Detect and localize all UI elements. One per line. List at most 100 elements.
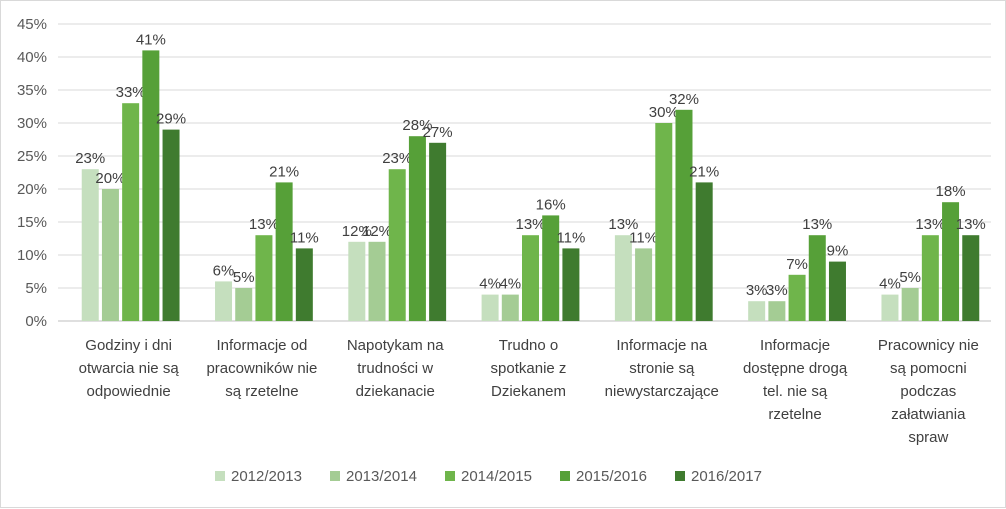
data-label: 11%	[290, 229, 319, 246]
category-label: Informacje od	[216, 337, 307, 354]
y-tick-label: 5%	[25, 280, 47, 297]
bar	[501, 294, 519, 321]
data-label: 7%	[786, 256, 808, 273]
bar	[695, 182, 713, 321]
legend-swatch	[675, 471, 685, 481]
bar	[921, 235, 939, 321]
bar	[162, 129, 180, 321]
bar	[348, 241, 366, 321]
y-tick-label: 15%	[17, 214, 47, 231]
data-label: 41%	[136, 31, 166, 48]
data-label: 4%	[499, 276, 521, 293]
data-label: 13%	[956, 216, 986, 233]
category-label: spraw	[908, 429, 948, 446]
data-label: 13%	[802, 216, 832, 233]
bar	[481, 294, 499, 321]
category-label: podczas	[900, 383, 956, 400]
data-label: 6%	[213, 262, 235, 279]
bar	[942, 202, 960, 321]
bar	[655, 123, 673, 321]
data-label: 21%	[689, 163, 719, 180]
category-label: Trudno o	[499, 337, 558, 354]
bar	[901, 288, 919, 321]
bar	[542, 215, 560, 321]
y-tick-label: 0%	[25, 313, 47, 330]
data-label: 13%	[608, 216, 638, 233]
bar	[675, 109, 693, 321]
category-label: trudności w	[357, 360, 433, 377]
y-tick-label: 40%	[17, 49, 47, 66]
data-label: 13%	[515, 216, 545, 233]
bar	[748, 301, 766, 321]
data-label: 4%	[479, 276, 501, 293]
bar	[255, 235, 273, 321]
data-label: 9%	[827, 243, 849, 260]
category-label: Godziny i dni	[85, 337, 172, 354]
category-label: są rzetelne	[225, 383, 298, 400]
category-label: spotkanie z	[491, 360, 567, 377]
legend-label: 2014/2015	[461, 468, 532, 485]
y-tick-label: 20%	[17, 181, 47, 198]
legend-label: 2016/2017	[691, 468, 762, 485]
data-label: 23%	[382, 150, 412, 167]
bar	[828, 261, 846, 321]
data-label: 4%	[879, 276, 901, 293]
legend-label: 2015/2016	[576, 468, 647, 485]
category-label: stronie są	[629, 360, 695, 377]
y-tick-label: 45%	[17, 16, 47, 33]
bar	[562, 248, 580, 321]
category-label: tel. nie są	[763, 383, 828, 400]
data-label: 28%	[402, 117, 432, 134]
bar	[275, 182, 293, 321]
data-label: 23%	[75, 150, 105, 167]
bar	[881, 294, 899, 321]
data-label: 18%	[936, 183, 966, 200]
data-label: 11%	[556, 229, 585, 246]
bar	[635, 248, 653, 321]
data-label: 29%	[156, 111, 186, 128]
data-label: 21%	[269, 163, 299, 180]
data-label: 3%	[746, 282, 768, 299]
legend-swatch	[330, 471, 340, 481]
data-label: 33%	[116, 84, 146, 101]
y-tick-label: 25%	[17, 148, 47, 165]
legend-label: 2013/2014	[346, 468, 417, 485]
category-label: Informacje na	[616, 337, 708, 354]
data-label: 27%	[423, 124, 453, 141]
bar	[808, 235, 826, 321]
bar	[408, 136, 426, 321]
bar	[235, 288, 253, 321]
bar	[215, 281, 233, 321]
category-label: Dziekanem	[491, 383, 566, 400]
bar	[614, 235, 632, 321]
category-label: są pomocni	[890, 360, 967, 377]
bar	[81, 169, 99, 321]
data-label: 3%	[766, 282, 788, 299]
data-label: 11%	[629, 229, 658, 246]
data-label: 5%	[233, 269, 255, 286]
data-label: 12%	[342, 223, 372, 240]
bar	[368, 241, 386, 321]
category-label: odpowiednie	[87, 383, 171, 400]
category-label: dziekanacie	[356, 383, 435, 400]
legend-swatch	[445, 471, 455, 481]
legend-swatch	[560, 471, 570, 481]
category-label: Napotykam na	[347, 337, 444, 354]
data-label: 13%	[249, 216, 279, 233]
category-label: Informacje	[760, 337, 830, 354]
data-label: 13%	[915, 216, 945, 233]
category-label: niewystarczające	[605, 383, 719, 400]
data-label: 30%	[649, 104, 679, 121]
y-tick-label: 35%	[17, 82, 47, 99]
data-label: 16%	[536, 196, 566, 213]
bar	[142, 50, 160, 322]
data-label: 12%	[362, 223, 392, 240]
y-tick-label: 30%	[17, 115, 47, 132]
y-tick-label: 10%	[17, 247, 47, 264]
category-label: załatwiania	[891, 406, 966, 423]
category-label: pracowników nie	[206, 360, 317, 377]
bar	[522, 235, 539, 321]
bar	[429, 142, 447, 321]
